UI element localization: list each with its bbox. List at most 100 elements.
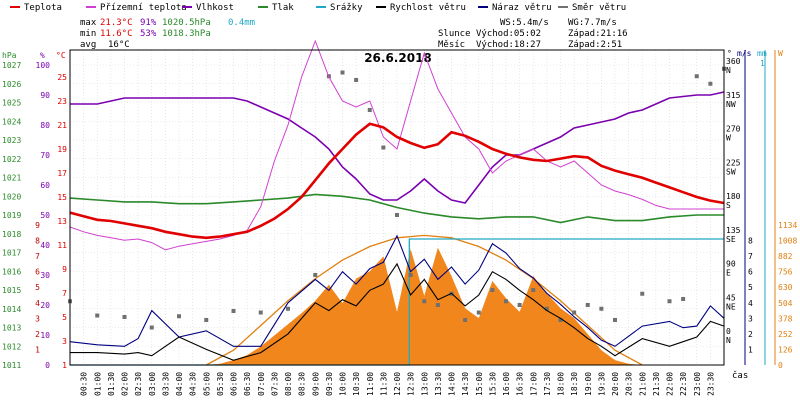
x-tick: 23:30 [706, 372, 715, 396]
temp-tick: 7 [62, 289, 67, 298]
x-tick: 10:00 [339, 372, 348, 396]
solar-theoretical-line [205, 234, 643, 366]
x-tick: 04:30 [189, 372, 198, 396]
pressure-line [69, 193, 724, 224]
wind-dir-point [517, 303, 522, 307]
pct-tick: 70 [40, 151, 50, 160]
dir-tick-compass: W [726, 134, 731, 143]
wind-tick-left: 6 [35, 268, 40, 277]
wind-dir-point [613, 318, 617, 322]
wind-dir-point [585, 303, 590, 307]
ms-tick: 5 [748, 283, 753, 292]
x-axis-label: čas [732, 370, 748, 381]
temp-tick: 25 [57, 73, 67, 82]
stat-avg-label: avg [80, 40, 96, 50]
wind-speed-line [70, 262, 725, 361]
wind-dir-point [640, 291, 645, 296]
x-tick: 11:30 [379, 372, 388, 396]
temp-tick: 17 [57, 169, 67, 178]
pct-axis-label: % [40, 51, 45, 60]
dir-tick-compass: SE [726, 235, 736, 244]
hpa-axis-label: hPa [2, 51, 17, 60]
stat-min-temp: 11.6°C [100, 29, 133, 39]
legend-item: Tlak [258, 3, 294, 13]
stat-moonset: Západ:2:51 [568, 40, 622, 50]
pct-tick: 90 [40, 91, 50, 100]
ms-tick: 8 [748, 237, 753, 246]
temp-tick: 21 [57, 121, 67, 130]
wind-dir-point [558, 318, 563, 322]
x-tick: 19:00 [584, 372, 593, 396]
hpa-tick: 1025 [2, 99, 21, 108]
x-tick: 02:00 [121, 372, 130, 396]
wind-tick-left: 4 [35, 299, 40, 308]
wind-tick-left: 2 [35, 330, 40, 339]
pct-tick: 50 [40, 211, 50, 220]
x-tick: 11:00 [366, 372, 375, 396]
legend: Teplota Přízemní teplota Vlhkost Tlak Srážky… [10, 3, 626, 13]
legend-item: Teplota [10, 3, 62, 13]
dir-tick: 225 [726, 158, 741, 167]
wm2-tick: 0 [778, 361, 783, 370]
temperature-line [69, 122, 725, 240]
wind-dir-point [231, 309, 236, 313]
stats-panel: max 21.3°C 91% 1020.5hPa 0.4mm min 11.6°… [80, 18, 628, 50]
wind-dir-point [340, 70, 345, 75]
wind-dir-point [367, 108, 372, 112]
wind-dir-point [149, 325, 154, 330]
stat-max-rain: 0.4mm [228, 18, 255, 28]
dir-tick-compass: SW [726, 167, 736, 176]
plot-area [68, 39, 726, 366]
wind-tick-left: 3 [35, 314, 40, 323]
chart-title: 26.6.2018 [364, 51, 432, 65]
x-tick: 06:30 [243, 372, 252, 396]
x-tick: 21:00 [638, 372, 647, 396]
hpa-tick: 1017 [2, 249, 21, 258]
hpa-tick: 1027 [2, 61, 21, 70]
temp-tick: 11 [57, 241, 67, 250]
pct-tick: 20 [40, 301, 50, 310]
temp-axis-label: °C [56, 51, 66, 60]
x-tick: 08:00 [284, 372, 293, 396]
dir-tick: 180 [726, 192, 741, 201]
temp-tick: 5 [62, 313, 67, 322]
wind-dir-point [408, 273, 413, 277]
dir-tick-compass: S [726, 201, 731, 210]
stat-max-temp: 21.3°C [100, 18, 133, 28]
legend-item: Náraz větru [478, 3, 552, 13]
dir-tick: 315 [726, 91, 741, 100]
wind-dir-point [708, 81, 713, 86]
wind-dir-point [667, 299, 672, 304]
legend-label: Vlhkost [196, 3, 234, 13]
stat-min-hum: 53% [140, 29, 157, 39]
stat-max-hum: 91% [140, 18, 157, 28]
pct-tick: 10 [40, 331, 50, 340]
stat-moon-label: Měsíc [438, 40, 465, 50]
hpa-tick: 1022 [2, 155, 21, 164]
x-tick: 13:00 [420, 372, 429, 396]
x-tick: 18:30 [570, 372, 579, 396]
pct-tick: 0 [45, 361, 50, 370]
pct-tick: 80 [40, 121, 50, 130]
axes: hPa1011101210131014101510161017101810191… [2, 49, 797, 396]
wind-dir-point [544, 306, 549, 311]
stat-ws: WS:5.4m/s [500, 18, 549, 28]
wm2-tick: 126 [778, 345, 793, 354]
x-tick: 09:30 [325, 372, 334, 396]
legend-label: Tlak [272, 3, 294, 13]
hpa-tick: 1018 [2, 230, 21, 239]
wind-dir-point [122, 315, 127, 319]
dir-tick: 90 [726, 260, 736, 269]
stat-sunset: Západ:21:16 [568, 29, 628, 39]
solar-radiation-area [70, 247, 724, 365]
ms-axis-label: m/s [737, 49, 752, 58]
x-tick: 12:00 [393, 372, 402, 396]
wind-dir-point [490, 288, 495, 292]
stat-avg-temp: 16°C [108, 40, 130, 50]
wind-dir-point [313, 273, 318, 277]
hpa-tick: 1020 [2, 192, 21, 201]
wind-dir-point [599, 306, 604, 311]
x-tick: 22:00 [666, 372, 675, 396]
wind-dir-point [476, 310, 481, 315]
x-tick: 17:00 [529, 372, 538, 396]
